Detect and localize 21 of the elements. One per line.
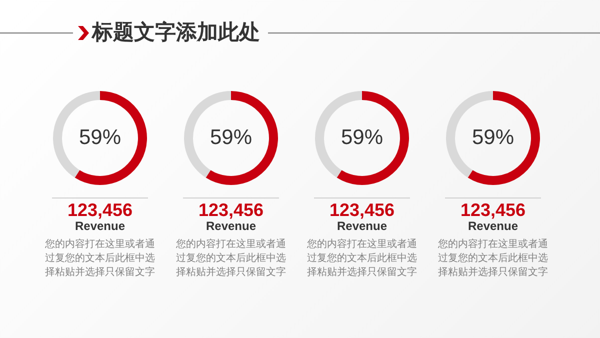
text: Revenue <box>74 219 126 234</box>
text: 您的内容打在这里或者通过复您的文本后此框中选择粘贴并选择只保留文字 <box>45 238 155 280</box>
donut-slice <box>336 91 409 185</box>
text: 123,456 <box>328 199 396 221</box>
data-label: 59% <box>208 125 254 151</box>
text: 您的内容打在这里或者通过复您的文本后此框中选择粘贴并选择只保留文字 <box>307 238 417 280</box>
text: 123,456 <box>66 199 134 221</box>
text: 您的内容打在这里或者通过复您的文本后此框中选择粘贴并选择只保留文字 <box>176 238 286 280</box>
text: Revenue <box>466 219 520 234</box>
text: Revenue <box>204 219 258 234</box>
text: Revenue <box>336 219 388 234</box>
chart-title: 标题文字添加此处 <box>92 20 260 46</box>
text: 123,456 <box>459 199 527 221</box>
donut-slice <box>468 91 540 185</box>
text: 123,456 <box>197 199 265 221</box>
data-label: 59% <box>470 125 516 151</box>
donut-slice <box>206 91 278 185</box>
data-label: 59% <box>340 125 384 151</box>
text: 您的内容打在这里或者通过复您的文本后此框中选择粘贴并选择只保留文字 <box>438 238 548 280</box>
donut-slice <box>74 91 147 185</box>
data-label: 59% <box>78 125 122 151</box>
